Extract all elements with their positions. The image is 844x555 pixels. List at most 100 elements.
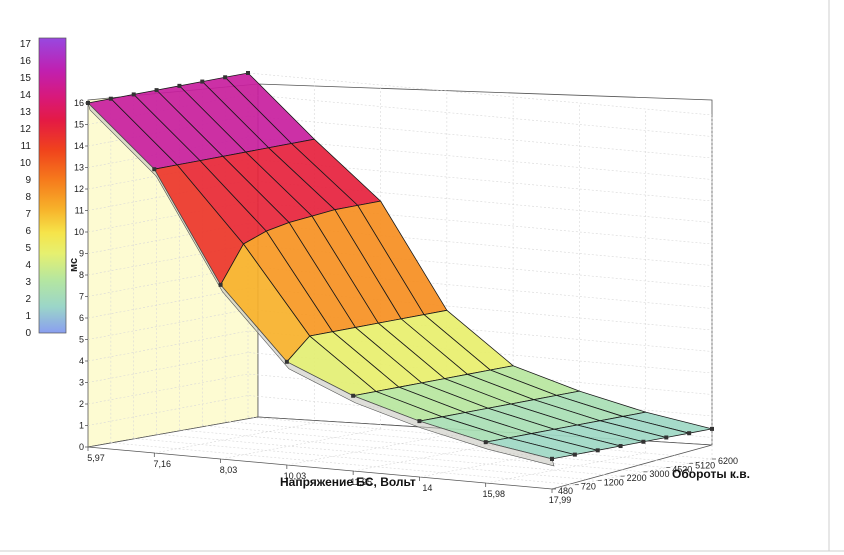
surface-shadow bbox=[87, 101, 555, 467]
grid-line bbox=[154, 422, 315, 454]
legend-tick-label: 0 bbox=[25, 328, 31, 339]
data-point bbox=[687, 431, 692, 436]
data-point bbox=[595, 448, 600, 453]
legend-tick-label: 2 bbox=[25, 294, 31, 305]
x-tick-label: 8,03 bbox=[220, 465, 238, 475]
grid-line bbox=[87, 223, 713, 266]
surface-mesh bbox=[86, 71, 714, 467]
z-tick-label: 5 bbox=[79, 335, 84, 345]
data-point bbox=[223, 75, 228, 80]
data-point bbox=[351, 393, 356, 398]
grid-line bbox=[110, 442, 575, 486]
legend-tick-label: 7 bbox=[25, 209, 31, 220]
y-tick-label: 720 bbox=[581, 482, 596, 492]
data-point bbox=[154, 88, 159, 93]
data-point bbox=[177, 83, 182, 88]
y-tick-label: 1200 bbox=[604, 477, 624, 487]
x-tick-label: 15,98 bbox=[482, 489, 505, 499]
grid-line bbox=[87, 309, 713, 352]
grid-line bbox=[87, 94, 713, 137]
legend-tick-label: 12 bbox=[20, 124, 32, 135]
data-point bbox=[152, 167, 157, 172]
y-tick-label: 3000 bbox=[649, 469, 669, 479]
data-point bbox=[483, 440, 488, 445]
x-axis-title: Напряжение БС, Вольт bbox=[280, 475, 416, 489]
y-axis-title: Обороты к.в. bbox=[672, 467, 750, 481]
data-point bbox=[710, 426, 714, 431]
z-tick-label: 13 bbox=[74, 163, 84, 173]
x-tick-label: 17,99 bbox=[549, 495, 572, 505]
data-point bbox=[108, 96, 113, 101]
z-tick-label: 7 bbox=[79, 292, 84, 302]
grid-line bbox=[87, 266, 713, 309]
grid-line bbox=[87, 287, 713, 331]
x-tick-label: 14 bbox=[422, 483, 432, 493]
z-tick-label: 16 bbox=[74, 98, 84, 108]
y-tick-label: 6200 bbox=[718, 456, 738, 466]
data-point bbox=[131, 92, 136, 97]
z-tick-label: 8 bbox=[79, 270, 84, 280]
legend-tick-label: 1 bbox=[25, 311, 31, 322]
z-tick-label: 0 bbox=[79, 442, 84, 452]
grid-line bbox=[179, 429, 644, 473]
data-point bbox=[417, 419, 422, 424]
z-tick-label: 14 bbox=[74, 141, 84, 151]
data-point bbox=[664, 435, 669, 440]
x-tick-label: 10,03 bbox=[284, 471, 307, 481]
data-point bbox=[618, 444, 623, 449]
data-point bbox=[641, 439, 646, 444]
legend-tick-label: 11 bbox=[21, 141, 32, 152]
grid-line bbox=[419, 446, 580, 478]
z-tick-label: 6 bbox=[79, 313, 84, 323]
y-tick-label: 480 bbox=[558, 486, 573, 496]
grid-line bbox=[156, 433, 621, 477]
grid-line bbox=[87, 201, 713, 245]
x-axis-ticks: 5,97 7,16 8,03 10,03 11,95 14 15,98 17,99 bbox=[87, 447, 571, 505]
data-point bbox=[550, 456, 554, 461]
legend-tick-label: 8 bbox=[25, 192, 31, 203]
z-tick-label: 11 bbox=[75, 206, 84, 216]
grid-line bbox=[551, 458, 713, 490]
data-point bbox=[246, 71, 250, 75]
grid-line bbox=[87, 115, 713, 159]
z-tick-label: 15 bbox=[74, 120, 84, 130]
legend-tick-label: 15 bbox=[20, 73, 32, 84]
z-tick-label: 4 bbox=[79, 356, 84, 366]
legend-tick-label: 10 bbox=[20, 158, 32, 169]
y-axis-ticks: 480 720 1200 2200 3000 4520 5120 6200 bbox=[552, 456, 738, 496]
data-point bbox=[200, 79, 205, 84]
grid-line bbox=[87, 180, 713, 223]
z-tick-label: 12 bbox=[74, 184, 84, 194]
x-tick-label: 11,95 bbox=[350, 477, 372, 487]
legend-tick-label: 16 bbox=[20, 56, 32, 67]
grid-line bbox=[87, 244, 713, 288]
grid-line bbox=[353, 440, 514, 472]
data-point bbox=[284, 359, 289, 364]
legend-gradient-bar bbox=[38, 37, 67, 334]
x-tick-label: 5,97 bbox=[87, 453, 105, 463]
legend-tick-label: 4 bbox=[25, 260, 31, 271]
y-tick-label: 4520 bbox=[672, 465, 692, 475]
z-tick-label: 2 bbox=[79, 399, 84, 409]
z-tick-label: 9 bbox=[79, 249, 84, 259]
legend-tick-label: 17 bbox=[20, 39, 32, 50]
y-tick-label: 5120 bbox=[695, 460, 715, 470]
grid-line bbox=[286, 434, 447, 466]
x-tick-label: 7,16 bbox=[154, 459, 172, 469]
legend-tick-label: 5 bbox=[25, 243, 31, 254]
grid-line bbox=[87, 330, 713, 374]
grid-line bbox=[220, 428, 381, 460]
legend-tick-label: 13 bbox=[20, 107, 32, 118]
data-point bbox=[572, 452, 577, 457]
grid-line bbox=[225, 420, 690, 464]
legend-tick-label: 14 bbox=[20, 90, 32, 101]
z-tick-label: 1 bbox=[79, 421, 84, 431]
data-point bbox=[218, 282, 223, 287]
z-tick-label: 10 bbox=[74, 227, 84, 237]
legend-tick-label: 6 bbox=[25, 226, 31, 237]
grid-line bbox=[87, 158, 713, 202]
